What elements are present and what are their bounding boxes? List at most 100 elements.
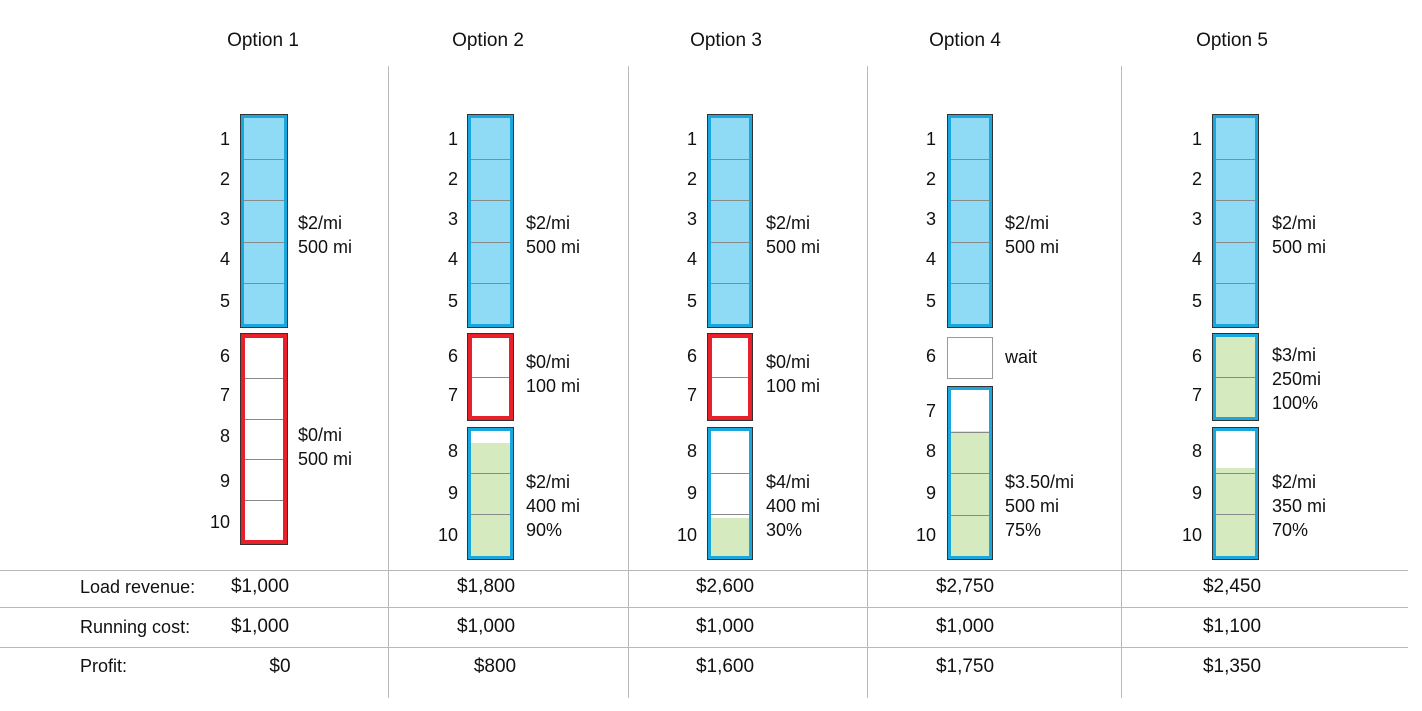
segment-label: $2/mi 350 mi 70% [1272,470,1326,542]
day-divider [951,242,989,243]
day-divider [1216,242,1255,243]
day-number: 9 [925,483,936,503]
load-revenue-value: $1,800 [456,576,516,597]
segment-label: $0/mi 100 mi [766,350,820,398]
running-cost-value: $1,000 [695,616,755,637]
segment-fill [951,431,989,556]
row-divider [0,647,1408,648]
segment-label-line: 500 mi [1272,237,1327,257]
running-cost-value: $1,000 [935,616,995,637]
day-number: 2 [447,169,458,189]
day-number: 10 [1181,525,1202,545]
day-number: 2 [686,169,697,189]
segment-label-line: $2/mi [1272,213,1317,233]
segment-fill [1216,468,1255,556]
load-revenue-value: $2,600 [695,576,755,597]
segment-label-line: 500 mi [526,237,581,257]
segment-blue [707,114,753,328]
day-number: 5 [219,291,230,311]
day-number: 1 [1191,129,1202,149]
segment-label-line: $2/mi [766,213,811,233]
segment-label-line: $0/mi [298,425,343,445]
row-divider [0,570,1408,571]
segment-label-line: 500 mi [298,449,353,469]
segment-fill [951,118,989,324]
segment-label-line: 350 mi [1272,496,1327,516]
day-divider [471,283,510,284]
segment-label-line: $2/mi [526,472,571,492]
segment-label-line: 500 mi [298,237,353,257]
segment-label: $2/mi 400 mi 90% [526,470,580,542]
segment-blue [467,427,514,560]
day-divider [712,377,748,378]
profit-value: $0 [269,656,291,677]
option-title: Option 5 [1196,30,1268,51]
day-number: 6 [219,346,230,366]
segment-label-line: 100 mi [766,376,821,396]
day-divider [711,473,749,474]
day-number: 5 [1191,291,1202,311]
segment-blue [1212,333,1259,421]
day-number: 8 [925,441,936,461]
day-divider [1216,200,1255,201]
day-divider [951,200,989,201]
segment-label-line: 90% [526,520,563,540]
day-divider [951,283,989,284]
day-number: 10 [437,525,458,545]
day-number: 10 [676,525,697,545]
segment-label: $0/mi 100 mi [526,350,580,398]
segment-label-line: 400 mi [526,496,581,516]
day-number: 1 [686,129,697,149]
segment-red [707,333,753,421]
column-divider [1121,66,1122,698]
option-title: Option 2 [452,30,524,51]
segment-label: $2/mi 500 mi [1005,211,1059,259]
day-divider [1216,514,1255,515]
day-number: 8 [686,441,697,461]
day-number: 10 [209,512,230,532]
day-divider [472,377,509,378]
column-divider [388,66,389,698]
segment-fill [711,518,749,556]
segment-label: $3/mi 250mi 100% [1272,343,1321,415]
day-divider [245,459,283,460]
segment-label-line: wait [1005,347,1038,367]
segment-blue [707,427,753,560]
day-number: 3 [686,209,697,229]
day-number: 9 [219,471,230,491]
day-number: 1 [925,129,936,149]
segment-label-line: 500 mi [1005,237,1060,257]
day-number: 5 [686,291,697,311]
load-revenue-value: $1,000 [230,576,290,597]
running-cost-value: $1,100 [1202,616,1262,637]
day-divider [244,159,284,160]
day-divider [1216,377,1255,378]
day-divider [711,200,749,201]
running-cost-label: Running cost: [80,617,191,637]
day-divider [471,514,510,515]
column-divider [867,66,868,698]
row-divider [0,607,1408,608]
profit-value: $800 [473,656,517,677]
segment-label-line: $0/mi [526,352,571,372]
day-number: 5 [925,291,936,311]
day-divider [245,500,283,501]
option-title: Option 1 [227,30,299,51]
day-number: 6 [925,346,936,366]
day-number: 6 [447,346,458,366]
segment-label: $2/mi 500 mi [766,211,820,259]
day-divider [951,432,989,433]
option-title: Option 3 [690,30,762,51]
day-number: 7 [219,385,230,405]
day-divider [951,515,989,516]
day-number: 3 [447,209,458,229]
segment-label-line: $3/mi [1272,345,1317,365]
day-number: 8 [219,426,230,446]
day-number: 7 [1191,385,1202,405]
day-divider [711,242,749,243]
day-number: 6 [686,346,697,366]
segment-label: $2/mi 500 mi [1272,211,1326,259]
day-number: 1 [447,129,458,149]
day-number: 4 [925,249,936,269]
segment-label-line: $2/mi [1272,472,1317,492]
